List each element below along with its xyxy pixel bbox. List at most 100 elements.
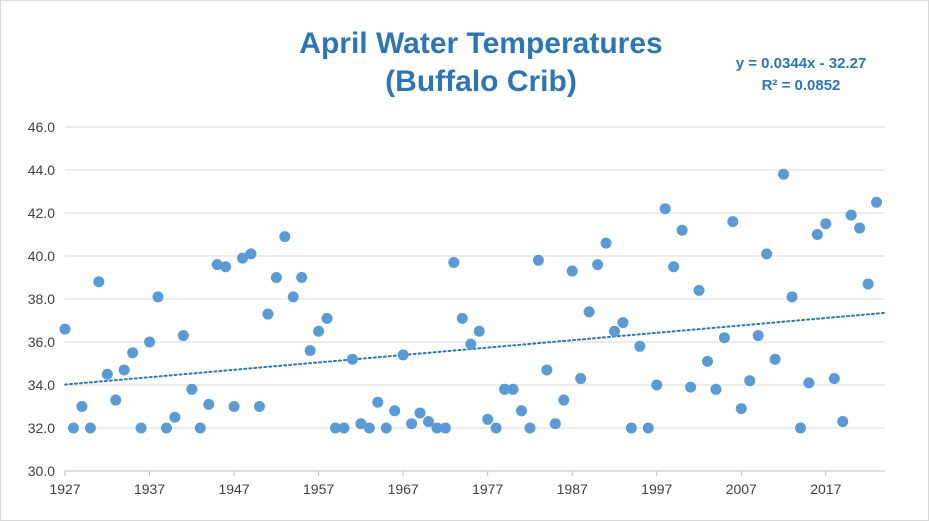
y-tick-label: 30.0 xyxy=(28,463,55,479)
trendline-group xyxy=(64,311,886,386)
chart-subtitle: (Buffalo Crib) xyxy=(385,65,577,98)
data-point xyxy=(144,336,156,348)
data-point xyxy=(338,422,350,434)
data-point xyxy=(67,422,79,434)
data-point xyxy=(397,349,409,361)
data-point xyxy=(862,278,874,290)
trendline-r-squared: R² = 0.0852 xyxy=(761,77,841,94)
data-point xyxy=(617,317,629,329)
data-point xyxy=(287,291,299,303)
data-point xyxy=(321,312,333,324)
data-point xyxy=(566,265,578,277)
y-tick-label: 32.0 xyxy=(28,420,55,436)
trendline-equation: y = 0.0344x - 32.27 xyxy=(735,55,867,72)
data-point xyxy=(245,248,257,260)
data-point xyxy=(203,398,215,410)
data-point xyxy=(380,422,392,434)
data-point xyxy=(820,218,832,230)
gridlines xyxy=(65,126,885,429)
chart-title: April Water Temperatures xyxy=(299,27,663,60)
data-point xyxy=(423,416,435,428)
data-point xyxy=(465,338,477,350)
data-point xyxy=(727,216,739,228)
data-point xyxy=(406,418,418,430)
data-point xyxy=(549,418,561,430)
data-point xyxy=(685,381,697,393)
data-point xyxy=(211,259,223,271)
data-point xyxy=(304,345,316,357)
data-point xyxy=(270,272,282,283)
data-point xyxy=(811,229,823,240)
y-tick-label: 36.0 xyxy=(28,334,55,350)
data-point xyxy=(431,422,443,434)
data-point xyxy=(194,422,206,434)
data-point xyxy=(389,405,401,417)
data-point xyxy=(803,377,815,389)
data-point xyxy=(363,422,375,434)
data-point xyxy=(854,222,866,234)
data-point xyxy=(473,325,485,337)
x-tick-label: 1947 xyxy=(218,481,249,497)
y-axis-ticks: 30.0 32.0 34.0 36.0 38.0 40.0 42.0 44.0 46.0 xyxy=(28,119,55,479)
data-point xyxy=(507,383,519,395)
data-point xyxy=(110,394,122,406)
x-tick-label: 1967 xyxy=(388,481,419,497)
data-point xyxy=(769,353,781,365)
data-point xyxy=(558,394,570,406)
data-point xyxy=(532,254,544,266)
data-point xyxy=(59,323,71,335)
y-tick-label: 42.0 xyxy=(28,205,55,221)
data-point xyxy=(794,422,806,434)
data-point xyxy=(693,284,705,296)
data-point xyxy=(220,261,232,273)
data-point xyxy=(634,340,646,352)
data-point xyxy=(414,407,426,419)
data-point xyxy=(701,355,713,367)
data-point xyxy=(718,332,730,344)
x-tick-label: 2017 xyxy=(810,481,841,497)
data-point xyxy=(296,272,308,283)
data-point xyxy=(355,418,367,430)
data-point xyxy=(237,252,249,264)
chart-title-block: April Water Temperatures (Buffalo Crib) xyxy=(181,25,781,101)
data-point xyxy=(93,276,105,288)
data-point xyxy=(152,291,164,303)
data-point xyxy=(177,330,189,342)
data-point xyxy=(135,422,147,434)
data-point xyxy=(448,256,460,268)
data-point xyxy=(372,396,384,408)
data-point xyxy=(84,422,96,434)
data-point xyxy=(583,306,595,318)
data-point xyxy=(778,168,790,180)
data-point xyxy=(837,416,849,428)
data-point xyxy=(228,401,240,412)
data-points xyxy=(59,168,883,434)
y-tick-label: 38.0 xyxy=(28,291,55,307)
data-point xyxy=(524,422,536,434)
y-tick-label: 34.0 xyxy=(28,377,55,393)
data-point xyxy=(752,330,764,342)
data-point xyxy=(786,291,798,303)
trendline xyxy=(64,311,886,386)
x-tick-label: 1937 xyxy=(134,481,165,497)
data-point xyxy=(828,373,840,385)
data-point xyxy=(76,401,88,412)
x-tick-label: 1987 xyxy=(557,481,588,497)
data-point xyxy=(651,379,663,391)
data-point xyxy=(761,248,773,260)
y-tick-label: 46.0 xyxy=(28,119,55,135)
x-tick-label: 1927 xyxy=(49,481,80,497)
y-tick-label: 44.0 xyxy=(28,162,55,178)
data-point xyxy=(676,224,688,236)
data-point xyxy=(127,347,139,359)
data-point xyxy=(642,422,654,434)
data-point xyxy=(490,422,502,434)
data-point xyxy=(871,196,883,208)
data-point xyxy=(456,312,468,324)
data-point xyxy=(668,261,680,273)
data-point xyxy=(101,368,113,380)
x-axis-ticks: 1927 1937 1947 1957 1967 1977 1987 1997 2007 2017 xyxy=(49,471,842,497)
trendline-equation-block: y = 0.0344x - 32.27 R² = 0.0852 xyxy=(701,53,901,97)
data-point xyxy=(439,422,451,434)
